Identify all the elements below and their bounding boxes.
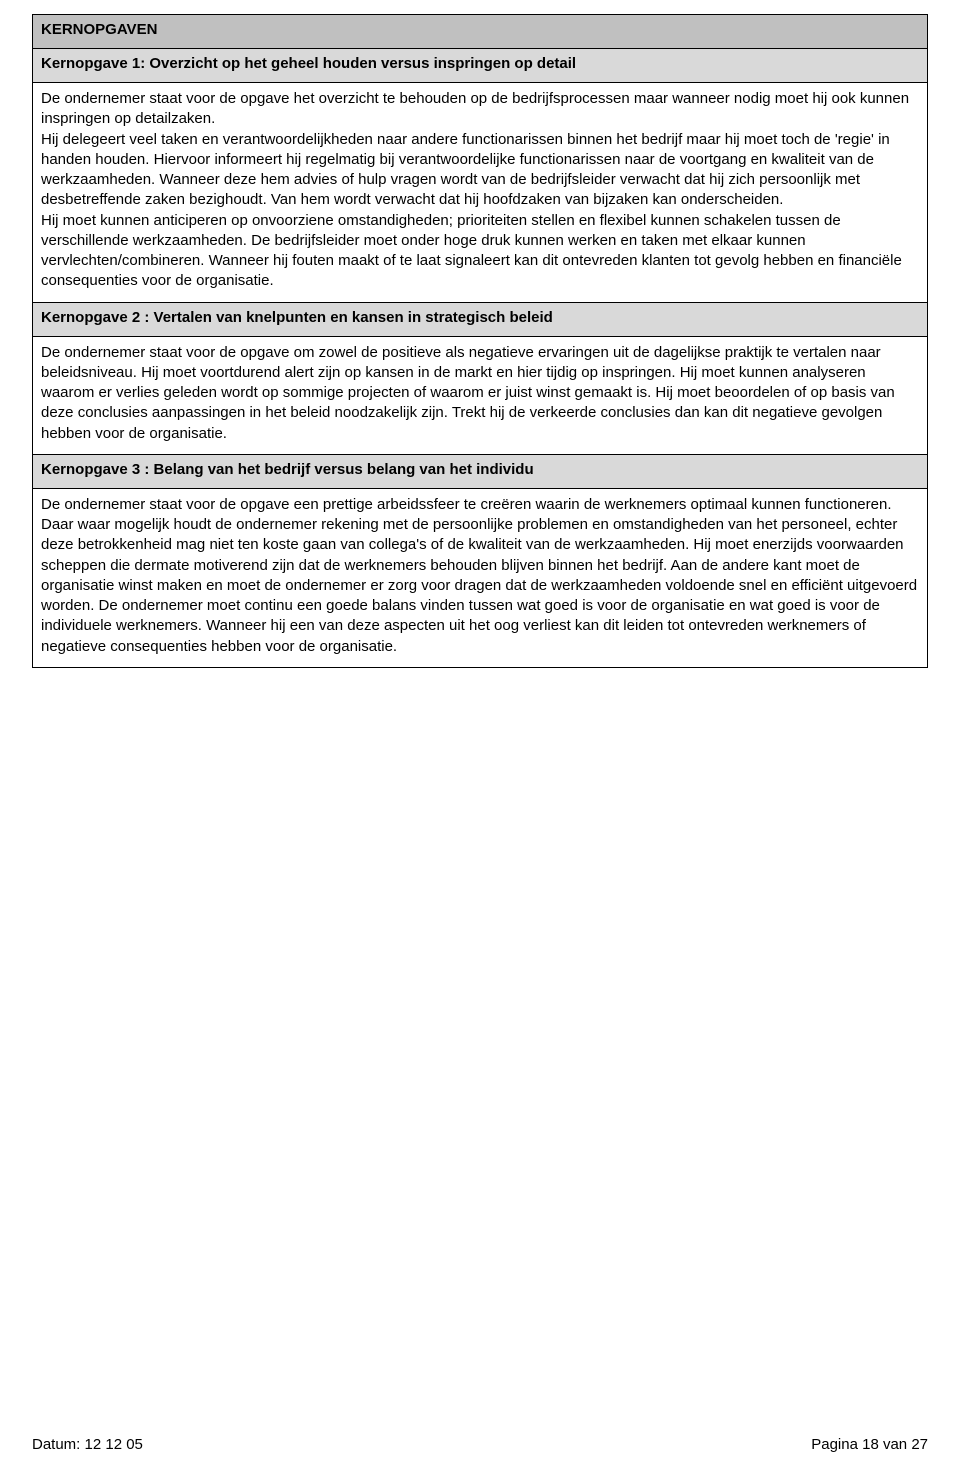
item-heading: Kernopgave 2 : Vertalen van knelpunten e… (41, 309, 553, 326)
page-footer: Datum: 12 12 05 Pagina 18 van 27 (32, 1436, 928, 1453)
item-body-cell-3: De ondernemer staat voor de opgave een p… (33, 488, 928, 667)
section-title-cell: KERNOPGAVEN (33, 15, 928, 49)
item-body-cell-2: De ondernemer staat voor de opgave om zo… (33, 336, 928, 454)
item-heading-cell-1: Kernopgave 1: Overzicht op het geheel ho… (33, 49, 928, 83)
item-body-cell-1: De ondernemer staat voor de opgave het o… (33, 83, 928, 303)
footer-page-number: Pagina 18 van 27 (811, 1436, 928, 1453)
document-page: KERNOPGAVEN Kernopgave 1: Overzicht op h… (0, 0, 960, 1473)
item-heading-cell-3: Kernopgave 3 : Belang van het bedrijf ve… (33, 454, 928, 488)
item-body: De ondernemer staat voor de opgave een p… (41, 495, 919, 657)
item-heading-cell-2: Kernopgave 2 : Vertalen van knelpunten e… (33, 302, 928, 336)
footer-date: Datum: 12 12 05 (32, 1436, 143, 1453)
item-body: De ondernemer staat voor de opgave om zo… (41, 343, 919, 444)
item-heading: Kernopgave 1: Overzicht op het geheel ho… (41, 55, 576, 72)
section-title: KERNOPGAVEN (41, 21, 157, 38)
kernopgaven-table: KERNOPGAVEN Kernopgave 1: Overzicht op h… (32, 14, 928, 668)
item-body: De ondernemer staat voor de opgave het o… (41, 89, 919, 292)
item-heading: Kernopgave 3 : Belang van het bedrijf ve… (41, 461, 534, 478)
